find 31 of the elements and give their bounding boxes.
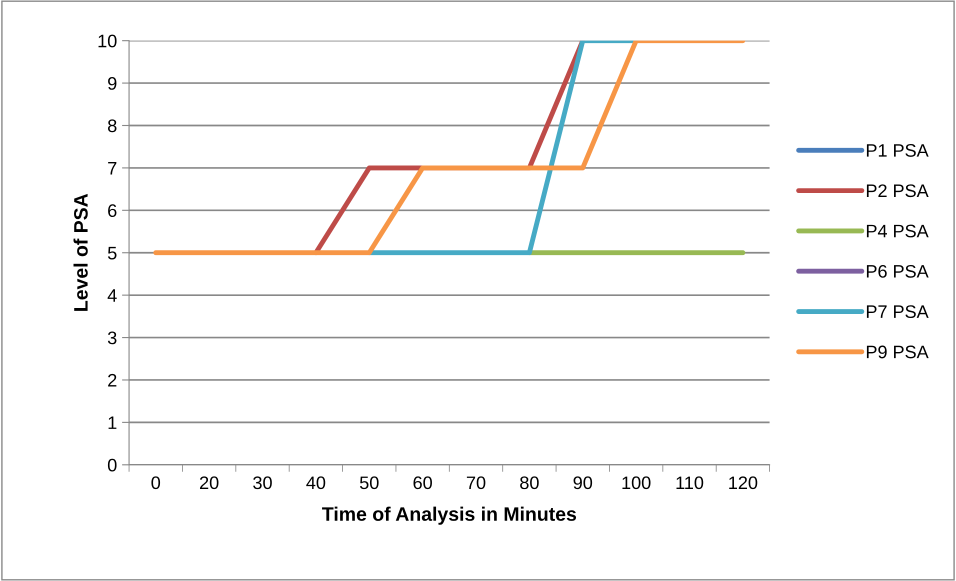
- legend-label: P7 PSA: [866, 305, 929, 318]
- x-tick-label: 80: [520, 476, 539, 490]
- x-axis-title: Time of Analysis in Minutes: [322, 506, 576, 525]
- y-tick-label: 8: [108, 119, 116, 132]
- x-tick-label: 60: [414, 476, 432, 490]
- y-tick-label: 2: [108, 374, 116, 387]
- legend-label: P1 PSA: [866, 144, 929, 157]
- x-tick-label: 110: [676, 476, 704, 490]
- y-tick-label: 0: [108, 458, 117, 472]
- legend-label: P4 PSA: [866, 224, 929, 238]
- legend-label: P2 PSA: [866, 184, 929, 198]
- y-tick-label: 7: [108, 162, 116, 174]
- x-tick-label: 120: [729, 476, 758, 490]
- x-tick-label: 0: [151, 476, 160, 490]
- y-tick-label: 1: [108, 416, 116, 429]
- x-tick-label: 40: [306, 476, 326, 490]
- x-tick-label: 20: [200, 476, 218, 490]
- y-axis-title: Level of PSA: [73, 194, 88, 311]
- x-tick-label: 50: [360, 476, 379, 490]
- x-tick-label: 30: [253, 476, 272, 490]
- x-tick-label: 100: [622, 476, 650, 490]
- y-tick-label: 5: [108, 246, 116, 260]
- y-tick-label: 3: [108, 331, 116, 344]
- x-tick-label: 70: [466, 476, 486, 490]
- legend-label: P9 PSA: [866, 346, 929, 358]
- y-tick-label: 10: [98, 34, 117, 48]
- y-tick-label: 4: [108, 289, 117, 302]
- y-tick-label: 6: [108, 204, 116, 218]
- x-tick-label: 90: [574, 476, 592, 490]
- y-tick-label: 9: [108, 77, 116, 90]
- legend-label: P6 PSA: [866, 264, 929, 278]
